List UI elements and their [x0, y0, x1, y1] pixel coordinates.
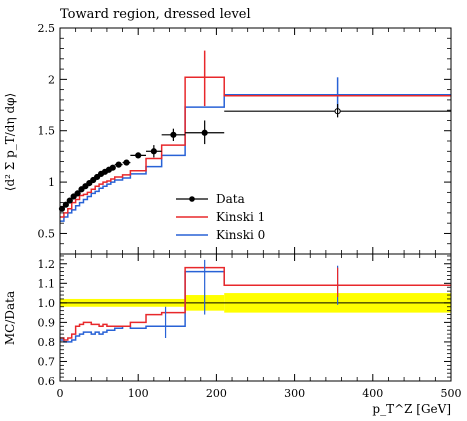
data-point — [109, 164, 116, 171]
data-point — [123, 159, 130, 166]
ratio-y-axis-label: MC/Data — [3, 291, 17, 345]
ratio-y-tick-label: 0.8 — [38, 336, 56, 349]
data-point — [62, 201, 69, 208]
x-tick-label: 500 — [441, 387, 462, 400]
x-tick-label: 300 — [284, 387, 305, 400]
data-point — [90, 176, 97, 184]
main-panel: Toward region, dressed level 0.5 1 1.5 2 2.5… — [3, 7, 452, 255]
ratio-kinski1-step — [60, 266, 451, 341]
x-tick-label: 400 — [362, 387, 383, 400]
ratio-y-tick-label: 1.1 — [38, 277, 56, 290]
x-tick-label: 0 — [57, 387, 64, 400]
ratio-kinski0-step — [60, 270, 451, 343]
y-tick-label: 1.5 — [38, 125, 56, 138]
ratio-y-tick-label: 0.9 — [38, 316, 56, 329]
data-point — [82, 183, 89, 190]
y-tick-label: 1 — [48, 176, 55, 189]
data-point — [58, 205, 66, 212]
data-point — [78, 186, 85, 193]
x-tick-label: 200 — [206, 387, 227, 400]
ratio-y-tick-label: 0.6 — [38, 375, 56, 388]
legend-label-kinski1: Kinski 1 — [216, 210, 265, 224]
ratio-y-tick-label: 1.0 — [38, 297, 56, 310]
y-tick-label: 0.5 — [38, 227, 56, 240]
ratio-y-tick-label: 1.2 — [38, 258, 56, 271]
data-point — [74, 190, 81, 197]
data-point — [135, 152, 142, 159]
y-tick-label: 2.5 — [38, 22, 56, 35]
series-kinski1-step — [60, 76, 451, 218]
series-kinski0-step — [60, 94, 451, 222]
data-point — [94, 173, 101, 181]
data-point — [115, 161, 122, 168]
ratio-panel: 0.6 0.7 0.8 0.9 1.0 1.1 1.2 0 100 200 300 400 500 MC… — [3, 253, 462, 416]
data-point — [66, 197, 73, 204]
ratio-y-tick-label: 0.7 — [38, 355, 56, 368]
x-axis-label: p_T^Z [GeV] — [372, 402, 451, 416]
data-point — [70, 193, 77, 200]
legend-label-kinski0: Kinski 0 — [216, 228, 265, 242]
chart-title: Toward region, dressed level — [60, 7, 251, 22]
ratio-frame — [59, 253, 452, 382]
legend-data-marker — [189, 196, 195, 202]
legend-label-data: Data — [216, 192, 245, 206]
data-point — [86, 180, 93, 187]
legend: Data Kinski 1 Kinski 0 — [176, 192, 265, 242]
x-tick-label: 100 — [128, 387, 149, 400]
y-axis-label: ⟨d² Σ p_T/dη dφ⟩ — [3, 93, 17, 191]
y-tick-label: 2 — [48, 73, 55, 86]
